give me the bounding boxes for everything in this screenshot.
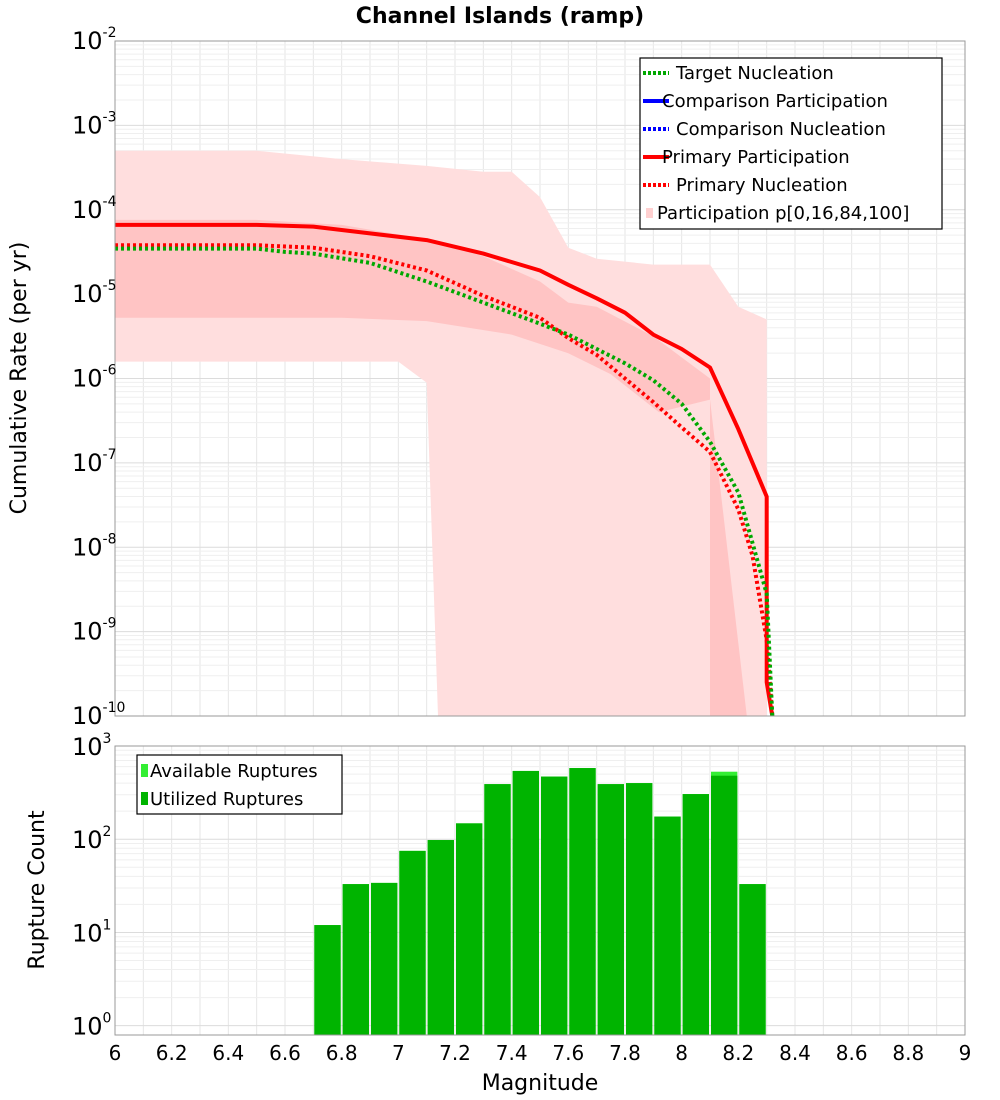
legend-label: Available Ruptures bbox=[150, 761, 318, 782]
x-tick-label: 7.4 bbox=[496, 1041, 528, 1065]
legend-top: Target Nucleation Comparison Participatio… bbox=[639, 57, 943, 230]
x-tick-label: 7.2 bbox=[439, 1041, 471, 1065]
x-tick-label: 8 bbox=[675, 1041, 688, 1065]
series-primary-nucleation bbox=[115, 243, 775, 717]
legend-label: Target Nucleation bbox=[675, 63, 834, 84]
x-tick-label: 7.6 bbox=[552, 1041, 584, 1065]
legend-top-box bbox=[639, 57, 943, 230]
y-tick-label: 103 bbox=[72, 731, 111, 761]
legend-bottom-box bbox=[136, 754, 343, 815]
legend-label: Primary Participation bbox=[662, 147, 850, 168]
x-tick-label: 6.6 bbox=[269, 1041, 301, 1065]
bar-utilized bbox=[626, 783, 653, 1035]
bar-utilized bbox=[569, 768, 596, 1035]
y-tick-label: 101 bbox=[72, 917, 111, 947]
top-y-axis-label: Cumulative Rate (per yr) bbox=[7, 242, 32, 515]
top-panel: 10-10 10-9 10-8 10-7 10-6 10-5 10-4 10-3 10-2 Cu… bbox=[7, 25, 966, 730]
top-plot-frame bbox=[114, 40, 966, 717]
bottom-x-tick-labels: 6 6.2 6.4 6.6 6.8 7 7.2 7.4 7.6 7.8 8 8.2 8.4 8.6 8.8 9 bbox=[109, 1041, 972, 1065]
bar-utilized bbox=[456, 823, 483, 1035]
legend-label: Comparison Nucleation bbox=[676, 119, 886, 140]
chart-title: Channel Islands (ramp) bbox=[356, 4, 644, 29]
bar-utilized bbox=[597, 784, 624, 1035]
y-tick-label: 10-9 bbox=[72, 616, 117, 646]
band-p16-84 bbox=[115, 219, 747, 716]
bottom-y-tick-labels: 100 101 102 103 bbox=[72, 731, 111, 1041]
bottom-y-axis-label: Rupture Count bbox=[25, 810, 50, 970]
bar-utilized bbox=[427, 840, 454, 1035]
bar-utilized bbox=[399, 850, 426, 1035]
y-tick-label: 10-6 bbox=[72, 363, 117, 393]
legend-label: Primary Nucleation bbox=[676, 175, 848, 196]
bar-utilized bbox=[314, 925, 341, 1035]
bottom-bars bbox=[314, 768, 766, 1035]
y-tick-label: 100 bbox=[72, 1011, 111, 1041]
y-tick-label: 10-5 bbox=[72, 278, 117, 308]
legend-label: Participation p[0,16,84,100] bbox=[657, 203, 909, 224]
legend-swatch bbox=[141, 764, 148, 777]
series-target-nucleation bbox=[115, 246, 775, 717]
y-tick-label: 10-2 bbox=[72, 25, 117, 55]
y-tick-label: 10-10 bbox=[72, 700, 125, 730]
x-tick-label: 8.8 bbox=[892, 1041, 924, 1065]
x-tick-label: 6 bbox=[109, 1041, 122, 1065]
bar-utilized bbox=[342, 884, 369, 1035]
x-tick-label: 6.4 bbox=[212, 1041, 244, 1065]
legend-label: Utilized Ruptures bbox=[150, 789, 303, 810]
legend-swatch bbox=[141, 792, 148, 805]
bottom-panel: 100 101 102 103 6 6.2 6.4 6.6 6.8 7 7.2 7.4 7.6 7.8 8… bbox=[25, 731, 971, 1096]
x-tick-label: 7 bbox=[392, 1041, 405, 1065]
y-tick-label: 10-4 bbox=[72, 194, 117, 224]
x-tick-label: 7.8 bbox=[609, 1041, 641, 1065]
x-tick-label: 6.2 bbox=[156, 1041, 188, 1065]
bar-utilized bbox=[484, 784, 511, 1035]
top-lines bbox=[115, 222, 775, 717]
bar-utilized bbox=[654, 816, 681, 1035]
bar-utilized bbox=[682, 794, 709, 1035]
y-tick-label: 10-3 bbox=[72, 109, 117, 139]
legend-bottom: Available Ruptures Utilized Ruptures bbox=[136, 754, 343, 815]
x-tick-label: 8.4 bbox=[779, 1041, 811, 1065]
series-primary-participation bbox=[115, 222, 775, 717]
x-axis-label: Magnitude bbox=[482, 1071, 599, 1096]
bar-utilized bbox=[541, 776, 568, 1035]
top-bands bbox=[115, 150, 767, 716]
y-tick-label: 10-7 bbox=[72, 447, 117, 477]
x-tick-label: 6.8 bbox=[326, 1041, 358, 1065]
y-tick-label: 102 bbox=[72, 824, 111, 854]
x-tick-label: 8.6 bbox=[836, 1041, 868, 1065]
bar-utilized bbox=[739, 884, 766, 1035]
legend-label: Comparison Participation bbox=[662, 91, 888, 112]
bar-utilized bbox=[711, 775, 738, 1035]
y-tick-label: 10-8 bbox=[72, 531, 117, 561]
top-y-tick-labels: 10-10 10-9 10-8 10-7 10-6 10-5 10-4 10-3 10-2 bbox=[72, 25, 125, 730]
bar-utilized bbox=[371, 882, 398, 1035]
legend-swatch bbox=[646, 208, 653, 218]
bottom-plot-frame bbox=[114, 745, 966, 1036]
bar-utilized bbox=[512, 770, 539, 1035]
x-tick-label: 8.2 bbox=[722, 1041, 754, 1065]
x-tick-label: 9 bbox=[959, 1041, 972, 1065]
